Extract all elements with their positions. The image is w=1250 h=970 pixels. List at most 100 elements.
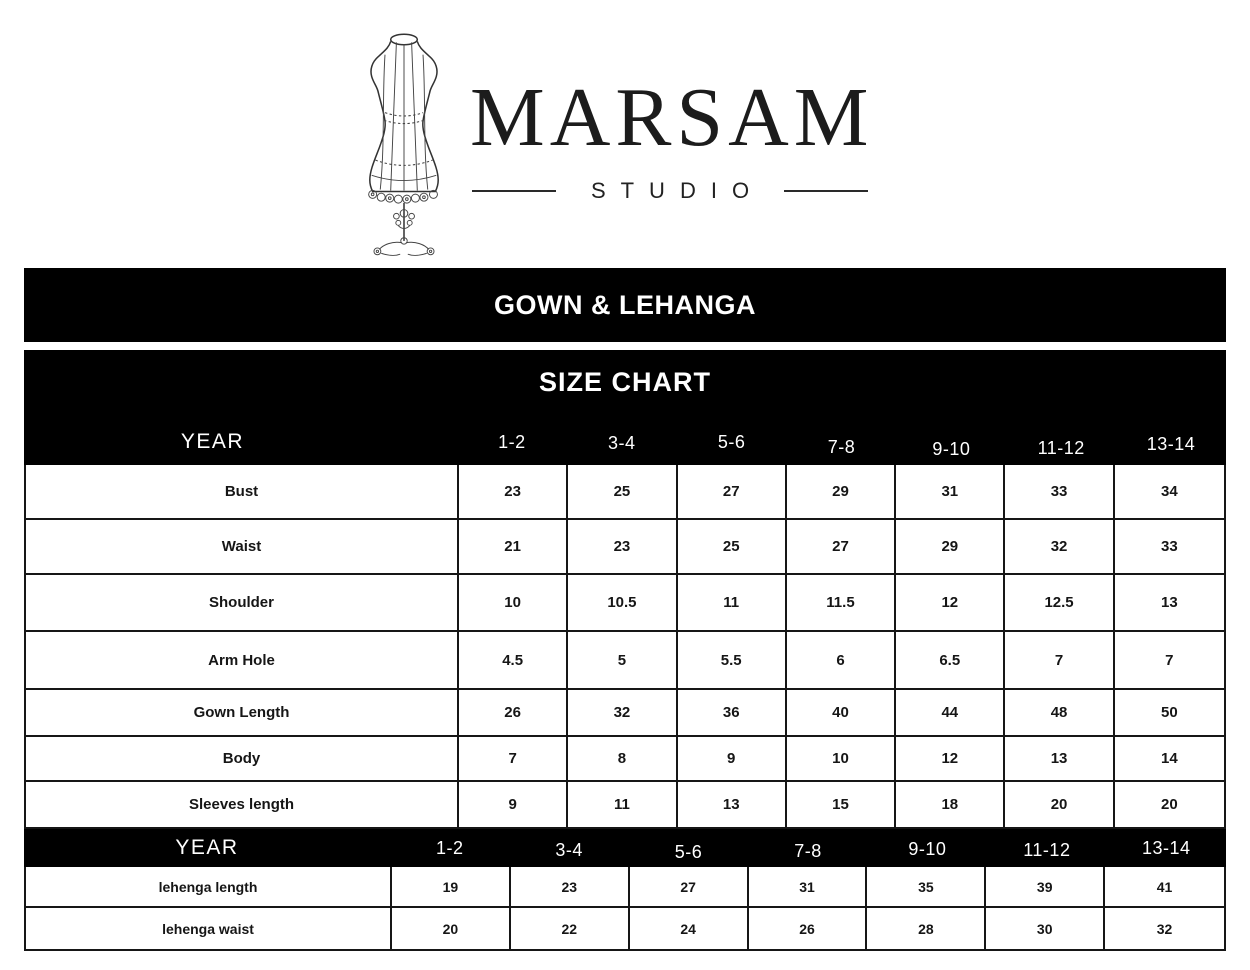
size-cell: 33 [1005,465,1115,518]
table-row-sleeves-length: Sleeves length 9 11 13 15 18 20 20 [26,782,1224,829]
size-cell: 44 [896,690,1006,735]
lehenga-table: lehenga length 19 23 27 31 35 39 41 lehe… [24,867,1226,951]
size-cell: 13 [678,782,787,827]
size-cell: 13 [1161,594,1178,611]
year-column-header: 5-6 [717,431,746,452]
size-cell: 5 [568,632,678,688]
row-label: lehenga waist [26,908,392,949]
dress-form-icon [368,33,439,256]
size-cell: 19 [392,867,511,906]
brand-subtitle: STUDIO [590,178,765,203]
size-cell: 27 [630,867,749,906]
size-cell: 22 [511,908,630,949]
year-column-header: 1-2 [435,837,464,858]
size-cell: 4.5 [459,632,569,688]
size-cell: 7 [1165,651,1174,669]
size-cell: 10 [787,737,897,780]
year-column-header: 11-12 [1023,839,1071,860]
row-label: Bust [26,465,459,518]
size-cell: 6.5 [896,632,1006,688]
studio-divider-right [784,190,868,192]
size-table: Bust 23 25 27 29 31 33 34 Waist 21 23 25… [24,465,1226,829]
size-cell: 39 [986,867,1106,906]
size-cell: 20 [392,908,511,949]
row-label: Sleeves length [26,782,459,827]
row-label: Shoulder [26,575,459,630]
brand-subtitle-row: STUDIO [472,178,868,204]
size-cell: 11 [568,782,678,827]
size-cell: 41 [1156,878,1173,895]
size-cell: 31 [749,867,868,906]
size-cell: 11.5 [787,575,897,630]
size-cell: 32 [568,690,678,735]
size-chart-title: SIZE CHART [539,367,711,397]
size-cell: 35 [867,867,987,906]
studio-divider-left [472,190,556,192]
size-cell: 34 [1161,483,1178,500]
row-label: lehenga length [26,867,392,906]
size-cell: 33 [1161,538,1178,555]
size-cell: 11 [678,575,787,630]
year-column-header: 7-8 [794,840,822,861]
row-label: Body [26,737,459,780]
size-cell: 26 [749,908,868,949]
size-cell: 26 [459,690,569,735]
size-cell: 32 [1005,520,1115,573]
size-cell: 13 [1005,737,1115,780]
table-row-lehenga-waist: lehenga waist 20 22 24 26 28 30 32 [26,908,1224,949]
year-column-header: 3-4 [555,839,583,860]
size-cell: 9 [678,737,787,780]
size-cell: 12 [896,575,1006,630]
year-column-header: 13-14 [1146,433,1196,454]
year-column-header: 5-6 [674,841,703,862]
size-cell: 8 [568,737,678,780]
year-column-header: 9-10 [932,438,971,459]
category-banner: GOWN & LEHANGA [24,268,1226,342]
size-cell: 29 [787,465,897,518]
size-cell: 27 [787,520,897,573]
row-label: Gown Length [26,690,459,735]
row-label: Arm Hole [26,632,459,688]
size-cell: 40 [787,690,897,735]
table-row-arm-hole: Arm Hole 4.5 5 5.5 6 6.5 7 7 [26,632,1224,690]
lehenga-year-header-row: YEAR 1-2 3-4 5-6 7-8 9-10 11-12 13-14 [24,829,1226,867]
table-row-shoulder: Shoulder 10 10.5 11 11.5 12 12.5 13 [26,575,1224,632]
year-label: YEAR [180,430,245,453]
row-label: Waist [26,520,459,573]
size-cell: 20 [1161,796,1178,813]
size-cell: 23 [459,465,569,518]
table-row-gown-length: Gown Length 26 32 36 40 44 48 50 [26,690,1224,737]
year-column-header: 9-10 [908,838,947,859]
size-cell: 23 [568,520,678,573]
size-cell: 25 [568,465,678,518]
size-cell: 24 [630,908,749,949]
year-label: YEAR [175,836,239,859]
size-cell: 21 [459,520,569,573]
table-row-bust: Bust 23 25 27 29 31 33 34 [26,465,1224,520]
size-cell: 9 [459,782,569,827]
year-column-header: 7-8 [827,436,856,457]
size-cell: 15 [787,782,897,827]
brand-name: MARSAM [470,71,874,164]
size-cell: 25 [678,520,787,573]
size-chart-header: SIZE CHART YEAR 1-2 3-4 5-6 7-8 9-10 11-… [24,350,1226,465]
size-cell: 7 [1005,632,1115,688]
category-banner-title: GOWN & LEHANGA [494,289,756,320]
year-column-header: 1-2 [498,431,526,452]
brand-header: MARSAM STUDIO [0,0,1250,268]
size-cell: 32 [1156,920,1173,937]
size-cell: 36 [678,690,787,735]
year-column-header: 3-4 [608,432,636,453]
size-cell: 12 [896,737,1006,780]
year-column-header: 11-12 [1037,437,1085,458]
size-cell: 27 [678,465,787,518]
size-cell: 7 [459,737,569,780]
size-cell: 30 [986,908,1106,949]
size-cell: 14 [1161,750,1178,767]
year-header-row: YEAR 1-2 3-4 5-6 7-8 9-10 11-12 13-14 [24,419,1226,465]
size-cell: 31 [896,465,1006,518]
size-cell: 18 [896,782,1006,827]
size-cell: 20 [1005,782,1115,827]
size-cell: 12.5 [1005,575,1115,630]
